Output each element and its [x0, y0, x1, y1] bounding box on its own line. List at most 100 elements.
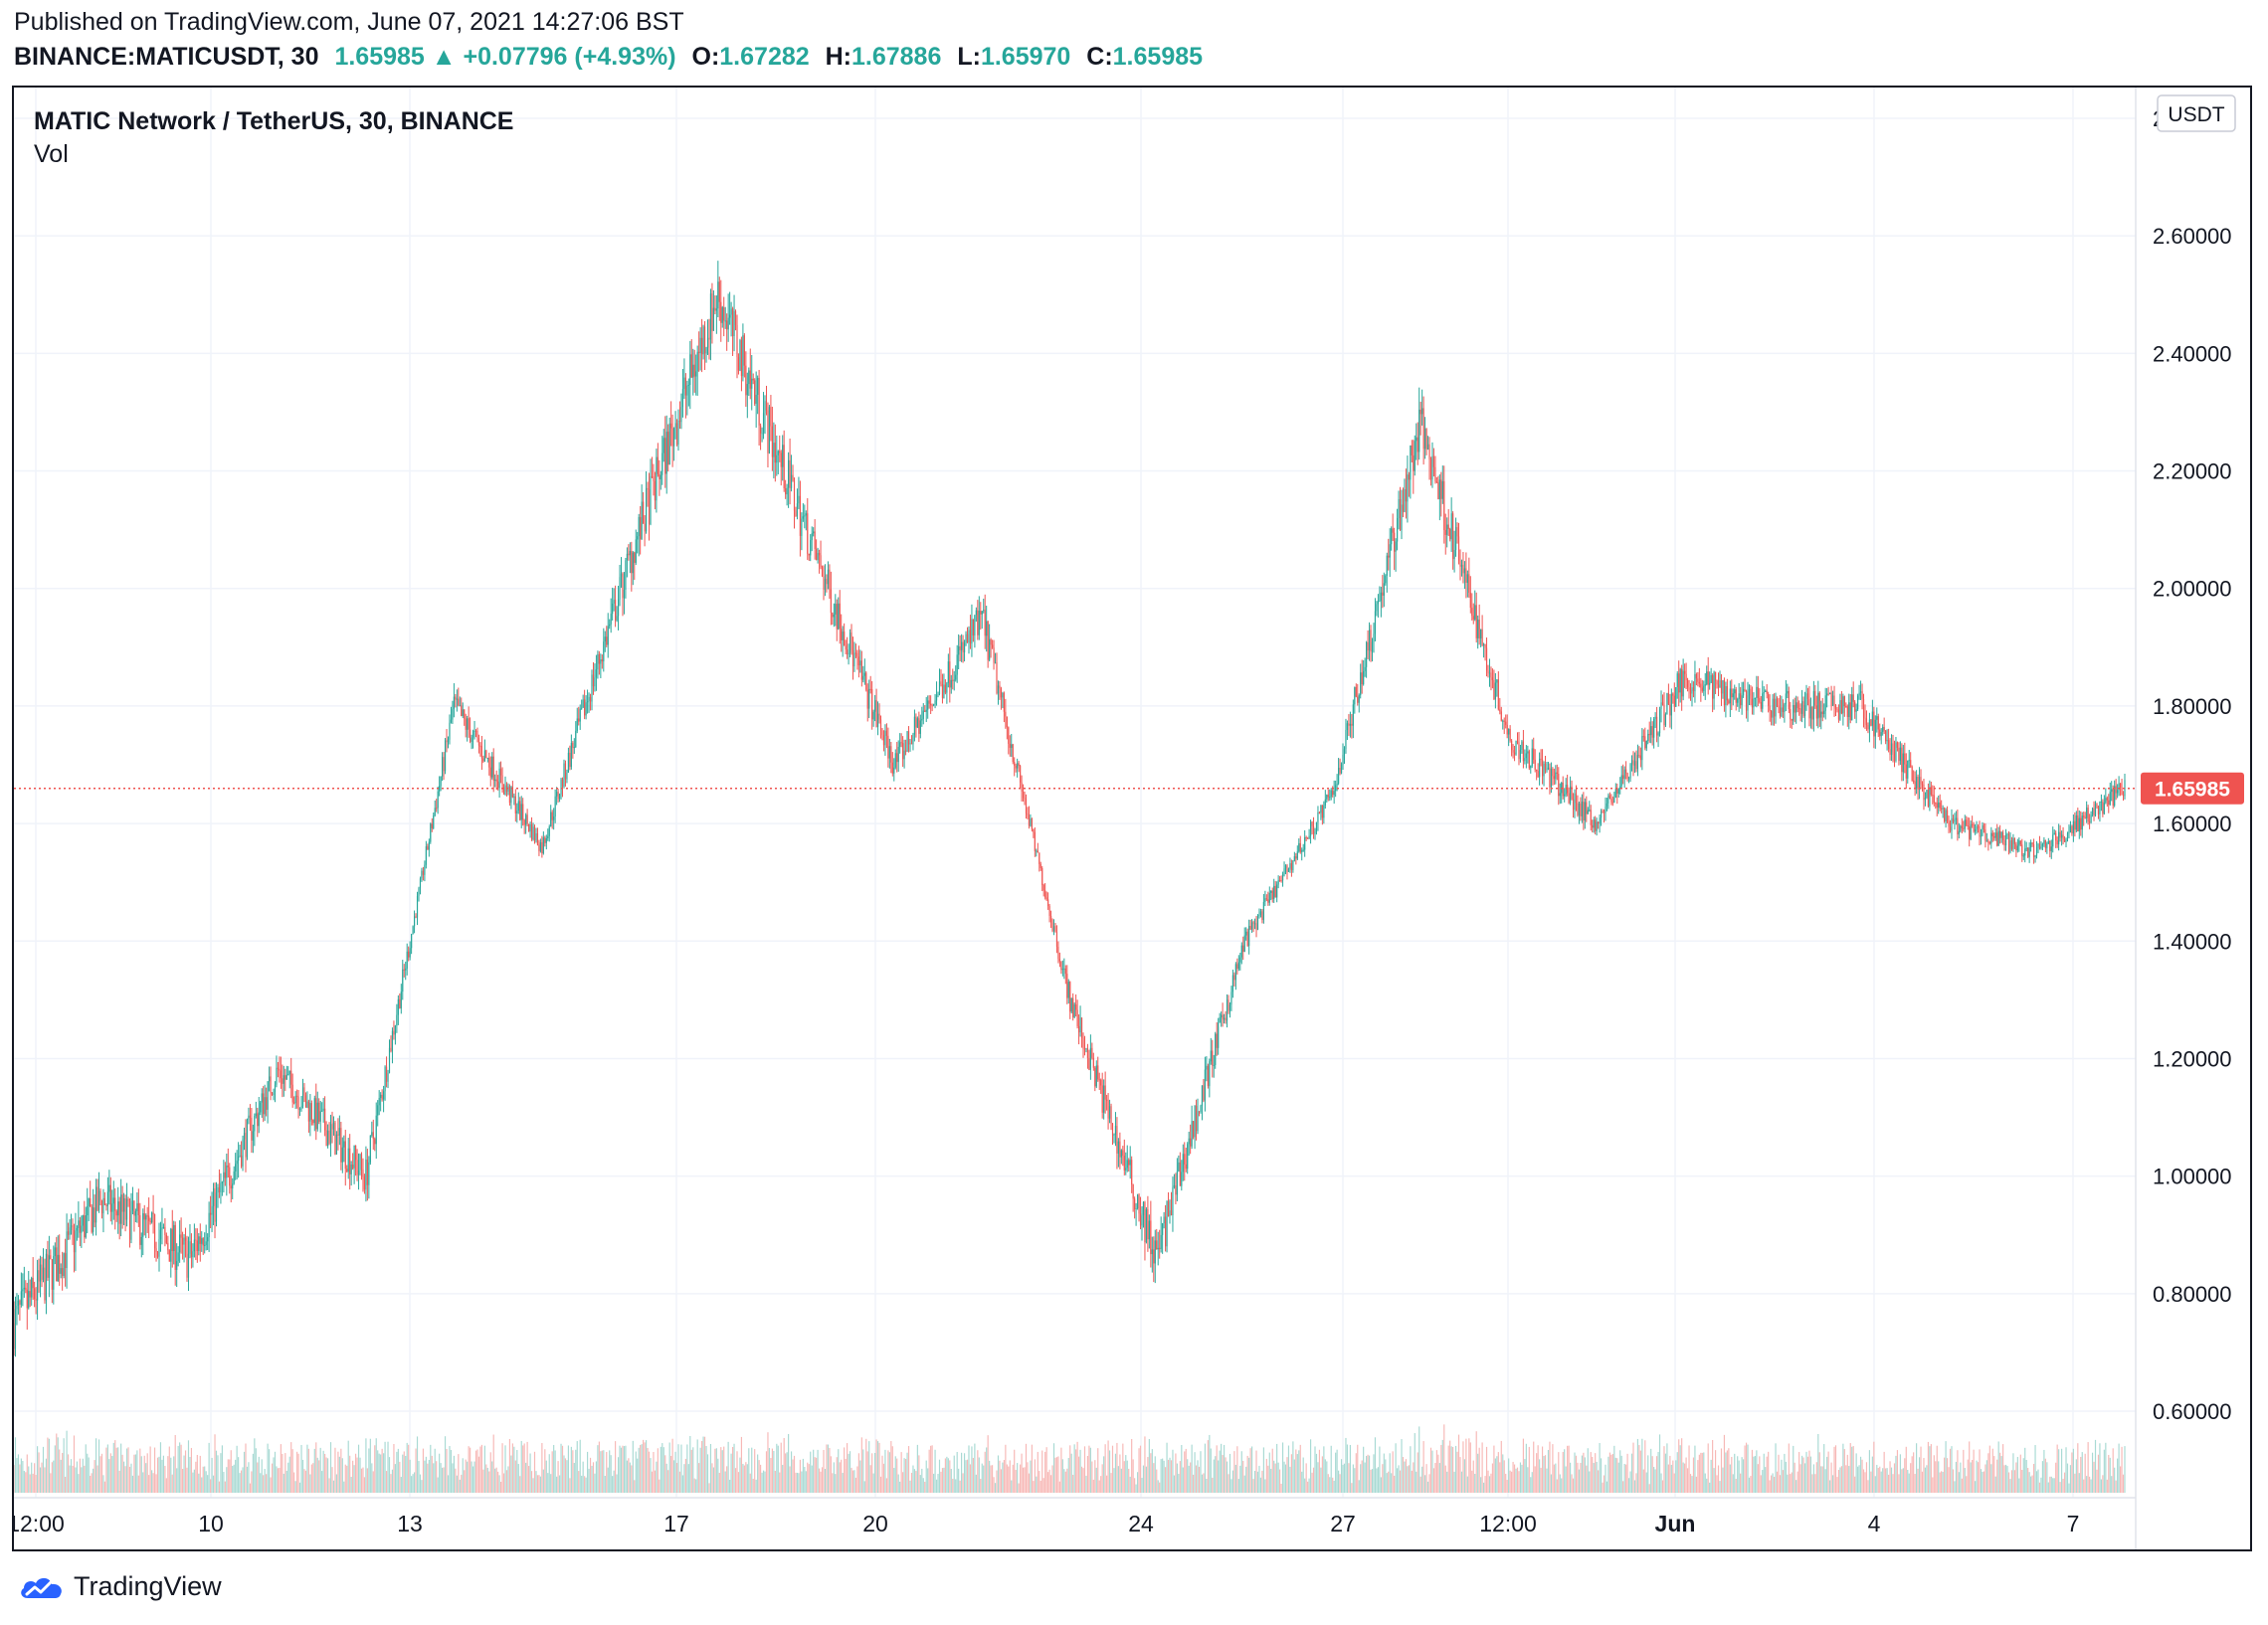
candle-body	[511, 787, 513, 798]
candle-body	[1150, 1220, 1152, 1255]
candle-body	[491, 756, 493, 778]
volume-bar	[267, 1443, 269, 1493]
candle-body	[1000, 688, 1003, 698]
price-axis[interactable]: 2.800002.600002.400002.200002.000001.800…	[2153, 106, 2232, 1424]
volume-bar	[1067, 1458, 1069, 1493]
candle-body	[1528, 751, 1530, 769]
volume-bar	[236, 1445, 238, 1493]
volume-bar	[641, 1444, 643, 1493]
candle-body	[485, 750, 487, 759]
candle-body	[698, 351, 700, 353]
volume-bar	[1240, 1451, 1242, 1493]
candle-body	[1731, 688, 1733, 698]
candle-body	[1996, 832, 1998, 846]
candle-body	[161, 1227, 163, 1230]
candle-body	[1982, 824, 1984, 835]
volume-bar	[2056, 1444, 2058, 1493]
candle-body	[1481, 629, 1483, 645]
candle-body	[335, 1134, 338, 1155]
volume-bar	[1716, 1475, 1718, 1493]
volume-bar	[751, 1447, 753, 1493]
volume-bar	[916, 1444, 918, 1493]
candle-body	[238, 1156, 240, 1162]
volume-bar	[1952, 1469, 1955, 1493]
volume-bar	[54, 1445, 56, 1493]
volume-bar	[1788, 1443, 1790, 1493]
candle-body	[665, 432, 667, 474]
candle-body	[1710, 675, 1712, 683]
volume-bar	[2004, 1464, 2007, 1493]
chart-frame[interactable]: 2.800002.600002.400002.200002.000001.800…	[12, 86, 2252, 1551]
volume-bar	[335, 1474, 338, 1493]
volume-bar	[449, 1446, 451, 1493]
candle-body	[1920, 777, 1922, 785]
candle-body	[1116, 1126, 1118, 1154]
candle-body	[428, 841, 430, 850]
candle-body	[1722, 680, 1724, 694]
candle-body	[162, 1226, 165, 1228]
volume-bar	[702, 1436, 704, 1493]
candle-body	[865, 672, 867, 690]
volume-bar	[628, 1458, 630, 1493]
volume-bar	[2030, 1476, 2032, 1493]
candle-body	[156, 1251, 159, 1257]
volume-bar	[427, 1463, 429, 1493]
volume-bar	[991, 1465, 994, 1493]
candle-body	[635, 539, 637, 563]
candle-body	[1394, 532, 1396, 552]
candle-body	[1552, 768, 1554, 777]
candle-body	[2066, 833, 2069, 838]
candle-body	[1581, 802, 1583, 816]
volume-bar	[399, 1461, 401, 1493]
candle-body	[556, 792, 558, 797]
volume-bar	[280, 1444, 282, 1493]
volume-bar	[53, 1460, 55, 1493]
volume-bar	[1613, 1445, 1615, 1493]
candle-body	[1480, 629, 1482, 639]
volume-bar	[143, 1455, 145, 1493]
candle-body	[578, 718, 580, 722]
candle-body	[2080, 817, 2082, 830]
candle-body	[1748, 688, 1751, 696]
volume-bar	[1720, 1448, 1723, 1493]
volume-bar	[1638, 1445, 1640, 1493]
volume-bar	[2102, 1475, 2104, 1493]
candle-body	[453, 696, 455, 709]
candle-body	[749, 370, 751, 389]
currency-badge[interactable]: USDT	[2157, 94, 2236, 132]
candle-body	[1379, 601, 1381, 603]
candle-body	[489, 767, 491, 778]
candle-body	[180, 1234, 182, 1238]
footer-brand[interactable]: TradingView	[18, 1571, 222, 1602]
candle-body	[1747, 695, 1749, 711]
volume-bar	[1187, 1459, 1189, 1493]
candle-body	[801, 518, 803, 536]
volume-bar	[1079, 1449, 1081, 1493]
volume-bar	[1531, 1472, 1533, 1493]
volume-bar	[1834, 1445, 1837, 1493]
candle-body	[1336, 783, 1338, 786]
volume-bar	[1748, 1477, 1751, 1493]
y-tick-label: 2.60000	[2153, 224, 2232, 249]
candle-body	[1870, 719, 1872, 726]
volume-bar	[1061, 1459, 1063, 1493]
candle-body	[740, 340, 743, 377]
volume-bar	[1839, 1467, 1841, 1493]
volume-bar	[1195, 1465, 1198, 1493]
candle-body	[1169, 1210, 1171, 1217]
candle-body	[2112, 789, 2114, 807]
candle-body	[931, 705, 933, 707]
price-chart[interactable]: 2.800002.600002.400002.200002.000001.800…	[14, 88, 2250, 1549]
candle-body	[2102, 801, 2104, 814]
candle-body	[2094, 804, 2097, 816]
volume-bar	[1072, 1474, 1074, 1493]
volume-bar	[1126, 1460, 1128, 1493]
volume-bar	[2066, 1463, 2069, 1493]
candle-body	[820, 555, 822, 568]
volume-bar	[860, 1437, 862, 1493]
candle-body	[677, 421, 679, 446]
candle-body	[903, 750, 905, 760]
volume-bar	[1874, 1476, 1876, 1493]
candle-body	[595, 669, 598, 678]
